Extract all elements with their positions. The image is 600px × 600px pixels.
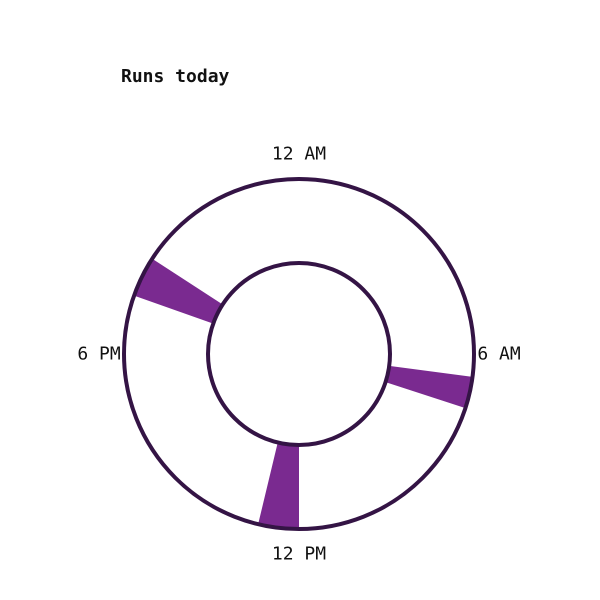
clock-label-6-pm: 6 PM	[77, 344, 121, 365]
clock-labels: 12 AM 6 AM 12 PM 6 PM	[77, 144, 521, 565]
run-wedge-2	[258, 442, 299, 529]
clock-label-12-am: 12 AM	[272, 144, 326, 165]
clock-label-6-am: 6 AM	[477, 344, 521, 365]
run-wedge-3	[134, 258, 223, 324]
outer-ring	[122, 177, 476, 531]
run-wedge-1	[385, 365, 473, 409]
rings-layer	[122, 177, 476, 531]
clock-label-12-pm: 12 PM	[272, 544, 326, 565]
chart-title: Runs today	[121, 66, 230, 87]
inner-ring	[206, 261, 392, 447]
runs-layer	[134, 258, 473, 529]
